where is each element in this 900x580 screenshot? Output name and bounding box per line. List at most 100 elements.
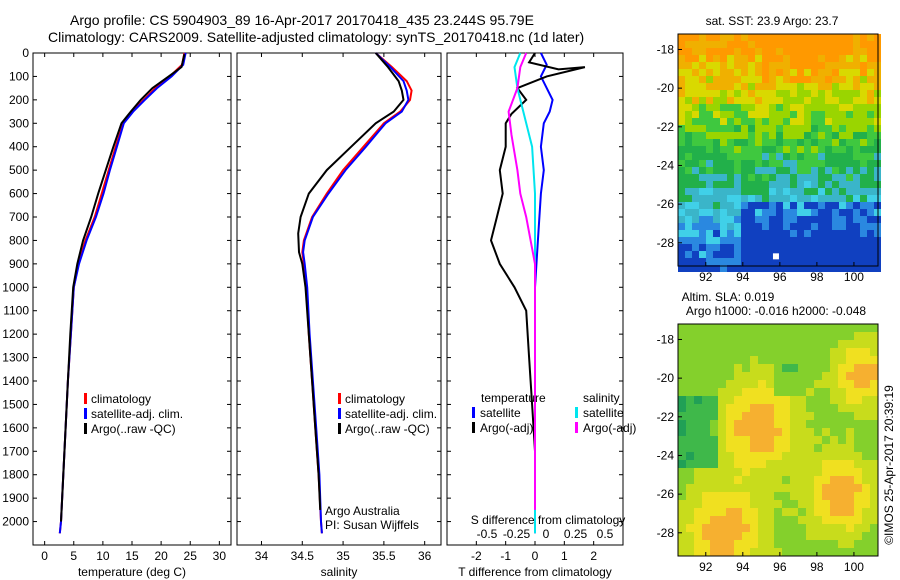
map-cell — [710, 388, 718, 396]
y-tick-label: -28 — [657, 526, 675, 540]
map-cell — [853, 62, 860, 69]
map-cell — [706, 160, 713, 167]
map-cell — [811, 83, 818, 90]
map-cell — [710, 380, 718, 388]
map-cell — [822, 468, 830, 476]
map-cell — [790, 380, 798, 388]
map-cell — [727, 132, 734, 139]
map-cell — [818, 132, 825, 139]
map-cell — [692, 230, 699, 237]
map-cell — [830, 348, 838, 356]
legend-label: Argo(..raw -QC) — [345, 422, 430, 436]
map-cell — [832, 230, 839, 237]
legend-swatch — [575, 407, 578, 418]
map-cell — [706, 48, 713, 55]
map-cell — [769, 125, 776, 132]
sla-map-title: Altim. SLA: 0.019 — [682, 290, 775, 304]
map-cell — [718, 516, 726, 524]
map-cell — [748, 132, 755, 139]
map-cell — [822, 396, 830, 404]
map-cell — [762, 69, 769, 76]
map-cell — [782, 548, 790, 556]
map-cell — [782, 388, 790, 396]
map-cell — [798, 340, 806, 348]
map-cell — [853, 132, 860, 139]
map-cell — [706, 83, 713, 90]
map-cell — [734, 436, 742, 444]
map-cell — [774, 396, 782, 404]
map-cell — [734, 532, 742, 540]
map-cell — [832, 76, 839, 83]
map-cell — [783, 90, 790, 97]
map-cell — [860, 174, 867, 181]
map-cell — [720, 146, 727, 153]
map-cell — [806, 516, 814, 524]
map-cell — [839, 111, 846, 118]
map-cell — [734, 404, 742, 412]
map-cell — [692, 216, 699, 223]
map-cell — [699, 181, 706, 188]
map-cell — [769, 34, 776, 41]
map-cell — [774, 404, 782, 412]
map-cell — [748, 83, 755, 90]
legend-label: Argo(..raw -QC) — [91, 422, 176, 436]
map-cell — [766, 460, 774, 468]
map-cell — [748, 188, 755, 195]
map-cell — [830, 340, 838, 348]
map-cell — [825, 97, 832, 104]
map-cell — [814, 420, 822, 428]
map-cell — [762, 41, 769, 48]
map-cell — [830, 500, 838, 508]
map-cell — [846, 258, 853, 265]
map-cell — [734, 524, 742, 532]
map-cell — [830, 396, 838, 404]
map-cell — [706, 223, 713, 230]
map-cell — [867, 83, 874, 90]
map-cell — [678, 34, 685, 41]
map-cell — [806, 452, 814, 460]
map-cell — [766, 444, 774, 452]
map-cell — [758, 388, 766, 396]
map-cell — [806, 332, 814, 340]
map-cell — [678, 388, 686, 396]
map-cell — [699, 230, 706, 237]
map-cell — [699, 216, 706, 223]
map-cell — [726, 372, 734, 380]
map-cell — [867, 202, 874, 209]
map-cell — [769, 139, 776, 146]
map-cell — [838, 340, 846, 348]
map-cell — [685, 216, 692, 223]
map-cell — [790, 540, 798, 548]
x-tick-label: 35.5 — [372, 549, 396, 563]
map-cell — [846, 83, 853, 90]
map-cell — [830, 388, 838, 396]
map-cell — [692, 139, 699, 146]
map-cell — [742, 412, 750, 420]
map-cell — [854, 540, 862, 548]
map-cell — [710, 460, 718, 468]
map-cell — [814, 372, 822, 380]
map-cell — [862, 476, 870, 484]
map-cell — [818, 181, 825, 188]
map-cell — [718, 396, 726, 404]
map-cell — [806, 532, 814, 540]
map-cell — [734, 237, 741, 244]
map-cell — [718, 540, 726, 548]
map-cell — [806, 388, 814, 396]
map-cell — [790, 111, 797, 118]
map-cell — [867, 167, 874, 174]
map-cell — [755, 202, 762, 209]
map-cell — [727, 202, 734, 209]
map-cell — [811, 195, 818, 202]
map-cell — [867, 132, 874, 139]
map-cell — [838, 396, 846, 404]
map-cell — [854, 412, 862, 420]
map-cell — [678, 244, 685, 251]
map-cell — [782, 364, 790, 372]
x-tick-label: 20 — [154, 549, 168, 563]
map-cell — [742, 524, 750, 532]
map-cell — [806, 548, 814, 556]
map-cell — [702, 460, 710, 468]
map-cell — [870, 532, 878, 540]
map-cell — [734, 34, 741, 41]
